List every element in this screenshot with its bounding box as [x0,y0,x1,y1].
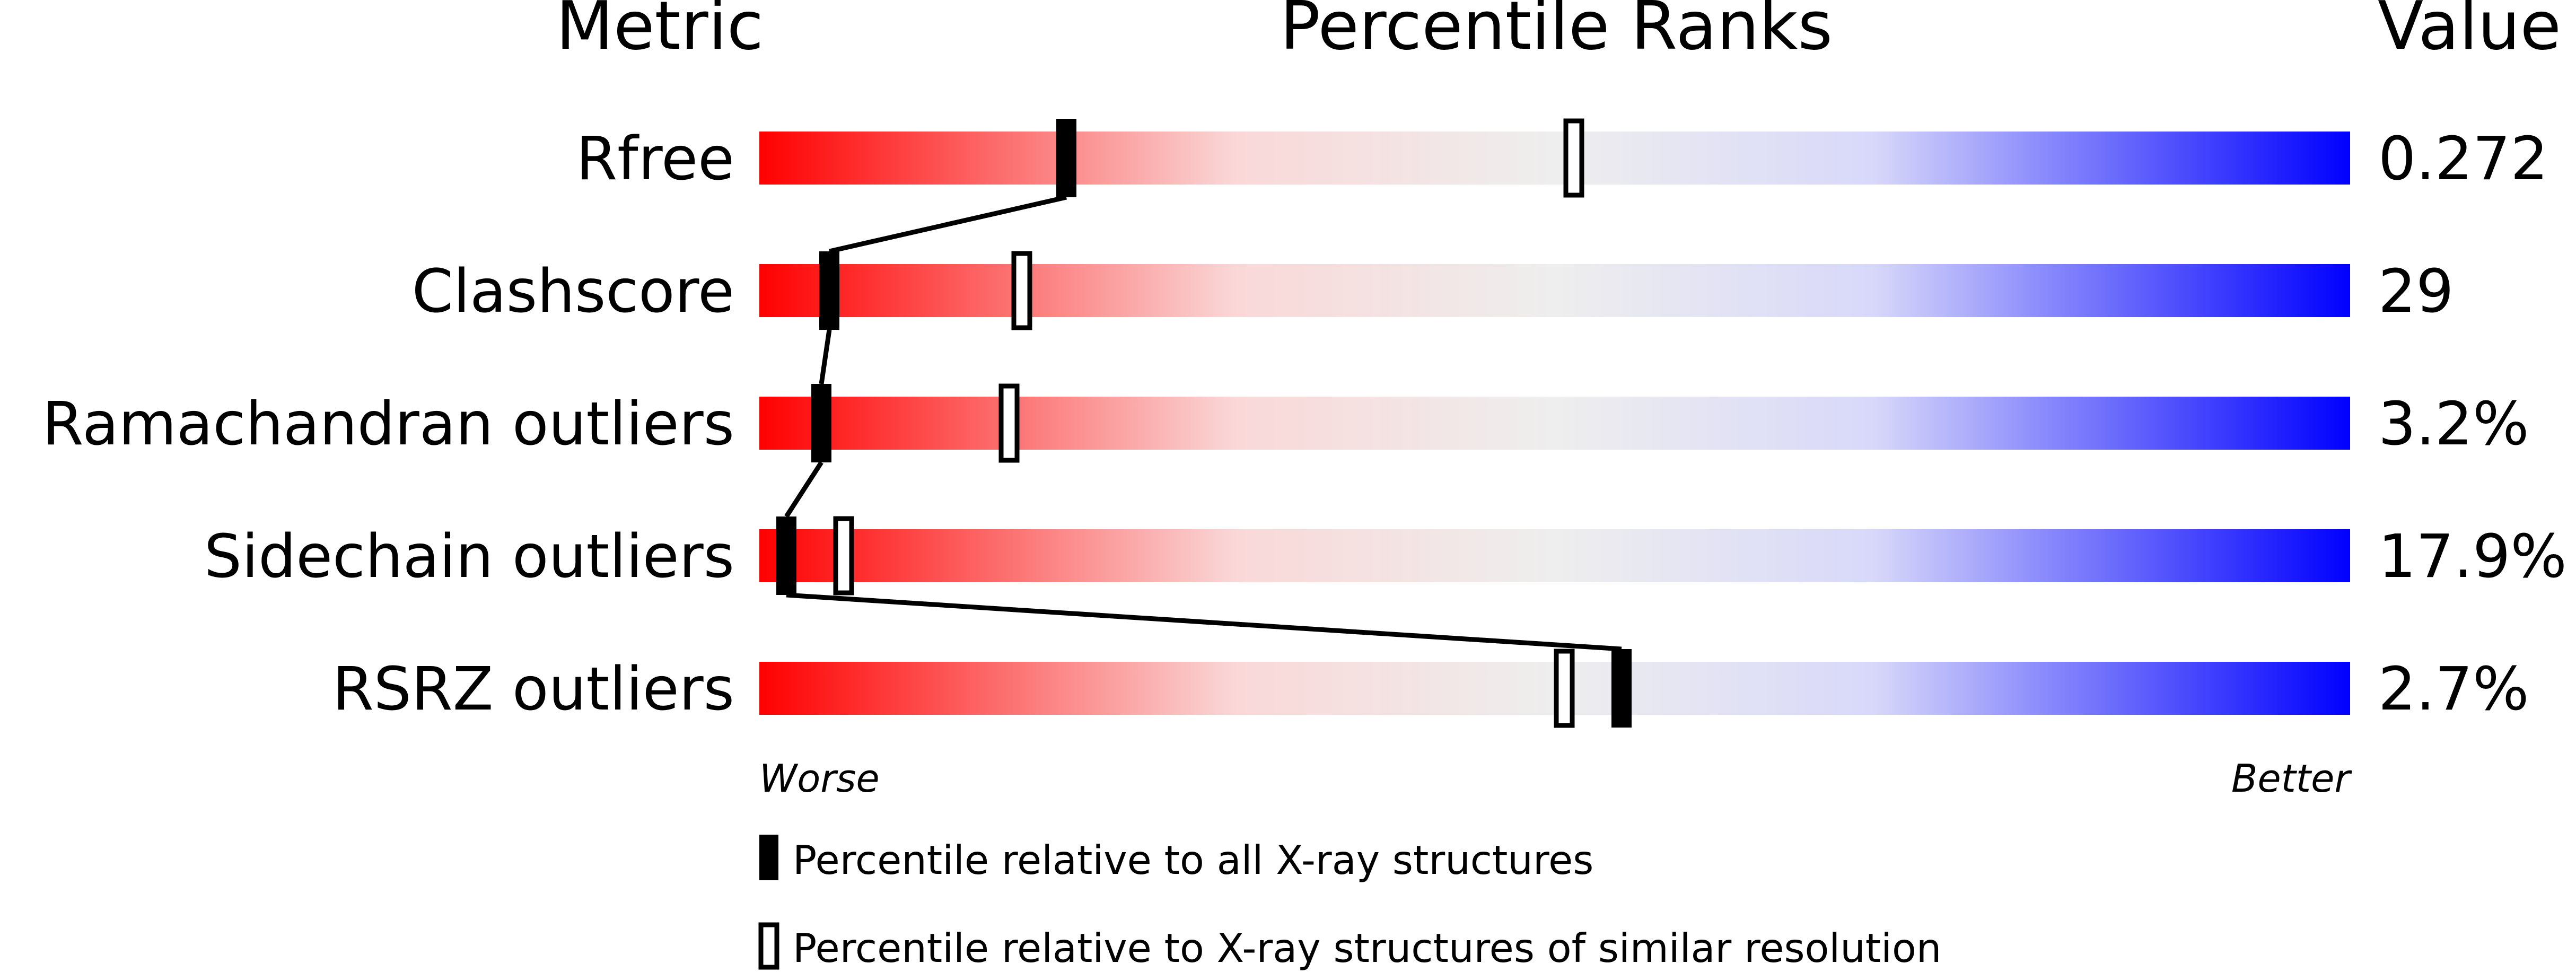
better-label: Better [2231,756,2352,801]
legend-open-marker [758,922,779,970]
percentile-bar [759,529,2350,582]
legend-filled-marker [759,835,778,880]
similar-resolution-percentile-marker [833,516,854,596]
similar-resolution-percentile-marker [998,383,1020,463]
percentile-bar [759,264,2350,317]
percentile-markers [776,118,1632,728]
metric-label: Ramachandran outliers [42,390,734,459]
metric-label: RSRZ outliers [332,655,734,724]
metric-header: Metric [556,0,764,65]
all-structures-percentile-marker [776,516,796,595]
all-structures-percentile-marker [1056,119,1076,197]
similar-resolution-percentile-marker [1563,118,1584,198]
metric-label: Sidechain outliers [204,522,734,591]
all-structures-percentile-marker [1611,649,1632,728]
metric-value: 0.272 [2378,125,2548,194]
similar-resolution-percentile-marker [1554,649,1575,728]
percentile-bar [759,397,2350,450]
metric-value: 29 [2378,257,2454,326]
percentile-bar [759,132,2350,185]
legend-filled-label: Percentile relative to all X-ray structu… [793,837,1593,883]
metric-value: 17.9% [2378,522,2567,591]
all-structures-percentile-marker [811,384,831,462]
metric-label: Rfree [576,125,734,194]
metric-rows: Rfree 0.272 Clashscore 29 Ramachandran outli… [42,125,2567,724]
metric-value: 2.7% [2378,655,2529,724]
similar-resolution-percentile-marker [1011,251,1032,330]
metric-value: 3.2% [2378,390,2529,459]
worse-label: Worse [759,756,880,801]
legend-open-label: Percentile relative to X-ray structures … [793,925,1941,971]
percentile-connector-line [784,195,1622,652]
legend: Percentile relative to all X-ray structu… [758,835,1941,971]
metric-label: Clashscore [412,257,734,326]
value-header: Value [2378,0,2561,65]
all-structures-percentile-marker [819,251,839,330]
chart-title: Percentile Ranks [1280,0,1833,65]
